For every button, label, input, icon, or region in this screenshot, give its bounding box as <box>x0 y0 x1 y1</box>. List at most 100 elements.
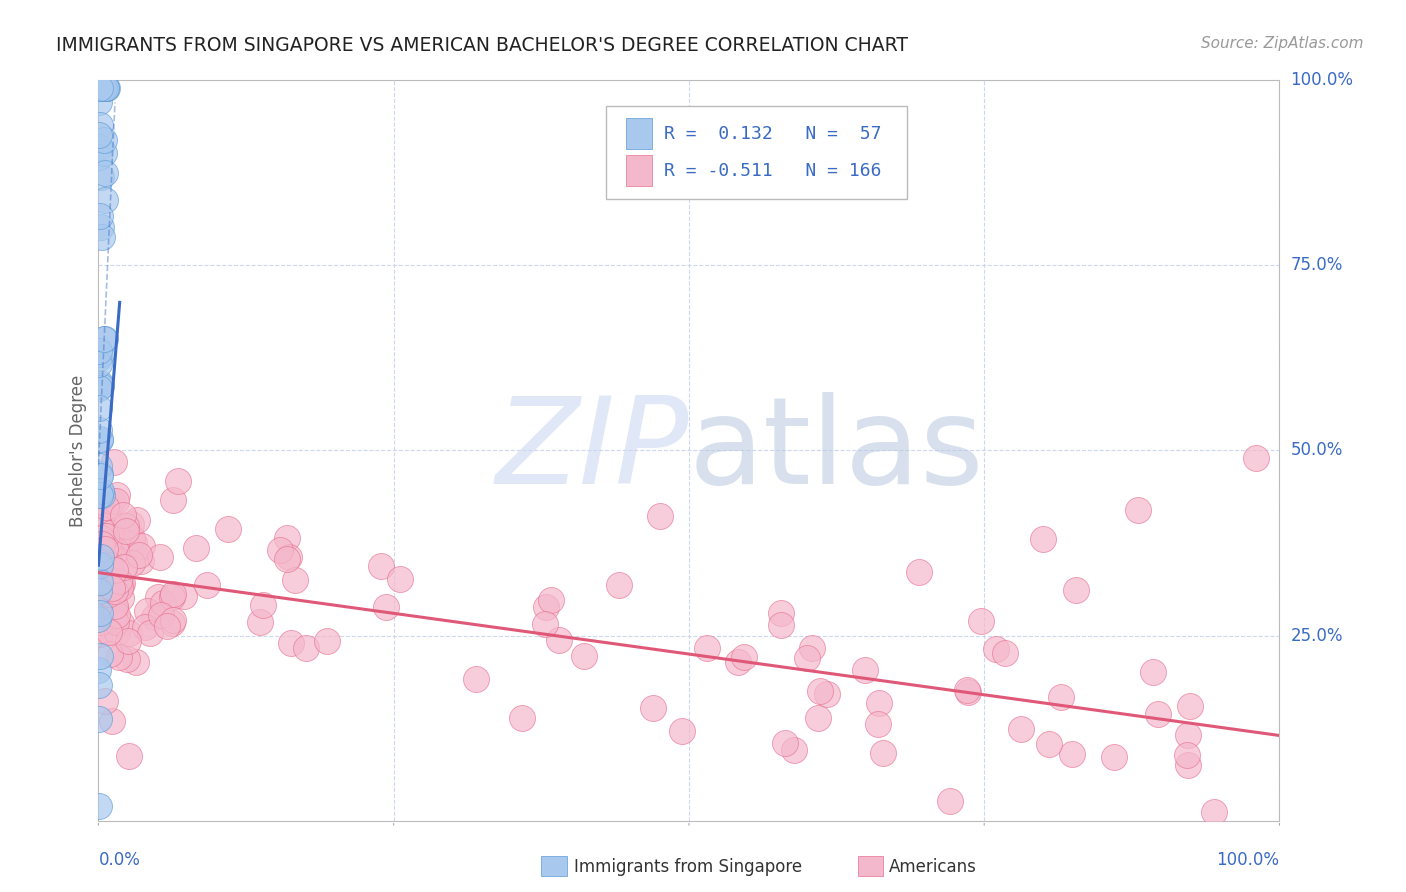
Point <box>294 640 316 655</box>
Point <box>90 169 112 184</box>
Point <box>375 599 398 614</box>
Point <box>100 582 122 596</box>
Point <box>1038 737 1060 751</box>
Point <box>278 550 301 565</box>
Point <box>89 150 111 164</box>
Point <box>108 541 131 556</box>
Point <box>769 606 792 620</box>
Point <box>89 376 111 390</box>
Point <box>89 535 111 549</box>
Point <box>90 550 112 565</box>
Point <box>108 581 131 595</box>
Point <box>733 650 755 665</box>
Point <box>96 534 118 549</box>
Point <box>89 558 111 572</box>
Point <box>150 607 173 622</box>
Point <box>249 615 271 630</box>
Point <box>87 612 110 626</box>
Point <box>94 80 117 95</box>
Point <box>548 633 571 648</box>
Point <box>104 599 127 614</box>
Point <box>89 467 111 482</box>
Point <box>94 587 117 601</box>
Point <box>90 562 112 576</box>
Point <box>89 627 111 641</box>
Point <box>89 594 111 608</box>
Point <box>134 620 156 634</box>
Point <box>94 80 117 95</box>
Point <box>97 580 120 594</box>
Point <box>1178 699 1201 714</box>
Point <box>93 80 115 95</box>
Point <box>671 724 693 739</box>
Point <box>90 557 112 571</box>
Point <box>1102 749 1125 764</box>
Point <box>162 613 184 627</box>
Point <box>173 589 195 603</box>
Point <box>370 558 392 573</box>
Text: 25.0%: 25.0% <box>1291 626 1343 645</box>
Point <box>94 694 117 708</box>
Point <box>101 567 124 582</box>
Point <box>696 640 718 655</box>
Point <box>91 80 114 95</box>
Text: ZIP: ZIP <box>495 392 689 509</box>
Point <box>90 560 112 574</box>
Point <box>970 615 993 629</box>
Point <box>648 508 671 523</box>
Point <box>94 529 117 543</box>
Point <box>607 578 630 592</box>
Point <box>93 80 115 95</box>
Point <box>110 591 132 605</box>
Point <box>1064 582 1087 597</box>
Point <box>1126 502 1149 516</box>
Point <box>115 652 138 666</box>
Point <box>994 646 1017 660</box>
Text: Americans: Americans <box>889 858 976 876</box>
Point <box>269 542 291 557</box>
Point <box>121 557 143 571</box>
Point <box>115 524 138 538</box>
Point <box>90 554 112 568</box>
Point <box>727 656 749 670</box>
Point <box>122 536 145 550</box>
Point <box>93 145 115 160</box>
Point <box>93 166 115 180</box>
Point <box>91 229 114 244</box>
Point <box>641 701 664 715</box>
Point <box>276 552 298 566</box>
Point <box>112 508 135 523</box>
Point <box>807 711 830 725</box>
Point <box>103 563 125 577</box>
Point <box>108 649 131 664</box>
Point <box>98 558 121 573</box>
Point <box>87 95 110 110</box>
Point <box>167 474 190 488</box>
Point <box>156 619 179 633</box>
Point <box>90 558 112 573</box>
Point <box>89 587 111 601</box>
Point <box>89 626 111 640</box>
Point <box>89 488 111 502</box>
Point <box>103 610 125 624</box>
FancyBboxPatch shape <box>626 118 652 149</box>
Point <box>120 517 142 532</box>
Point <box>93 582 115 597</box>
Point <box>96 589 118 603</box>
Point <box>872 746 894 760</box>
Point <box>89 80 111 95</box>
Point <box>131 539 153 553</box>
Point <box>815 687 838 701</box>
Point <box>87 140 110 154</box>
Point <box>152 596 174 610</box>
Point <box>90 80 112 95</box>
Point <box>94 500 117 514</box>
Point <box>90 531 112 545</box>
Point <box>510 711 533 725</box>
Point <box>125 655 148 669</box>
Point <box>284 573 307 587</box>
Point <box>540 592 562 607</box>
Point <box>868 696 890 710</box>
Point <box>1060 747 1083 762</box>
Point <box>94 193 117 207</box>
